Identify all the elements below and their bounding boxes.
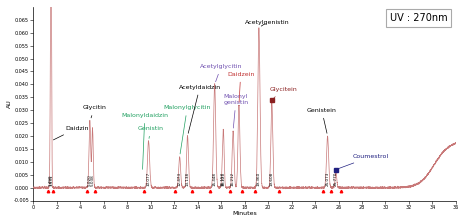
Text: 25.073: 25.073 bbox=[326, 172, 329, 186]
Text: Malonyldaidzin: Malonyldaidzin bbox=[121, 113, 168, 169]
Text: Coumestrol: Coumestrol bbox=[338, 154, 389, 169]
Text: 13.138: 13.138 bbox=[185, 172, 190, 186]
Text: 19.360: 19.360 bbox=[257, 172, 261, 186]
Text: 25.770: 25.770 bbox=[334, 172, 338, 186]
Text: UV : 270nm: UV : 270nm bbox=[390, 13, 447, 23]
Text: 10.077: 10.077 bbox=[146, 172, 151, 186]
Text: Glycitin: Glycitin bbox=[82, 105, 106, 118]
Text: Genistein: Genistein bbox=[307, 108, 337, 133]
Text: Daidzein: Daidzein bbox=[227, 72, 254, 102]
Text: Malonylglycitin: Malonylglycitin bbox=[164, 105, 211, 154]
Text: 5.020: 5.020 bbox=[88, 175, 92, 186]
Text: 16.221: 16.221 bbox=[222, 172, 226, 186]
Text: Acetylgenistin: Acetylgenistin bbox=[245, 20, 289, 26]
Text: 1.531: 1.531 bbox=[49, 175, 53, 186]
Text: 16.153: 16.153 bbox=[221, 172, 225, 186]
Text: 19.608: 19.608 bbox=[270, 172, 274, 186]
Y-axis label: AU: AU bbox=[7, 99, 12, 108]
Text: 1.490: 1.490 bbox=[49, 175, 53, 186]
Text: 16.212: 16.212 bbox=[231, 172, 235, 186]
Text: Glycitein: Glycitein bbox=[269, 87, 297, 98]
Text: 15.448: 15.448 bbox=[212, 172, 217, 186]
Text: 12.473: 12.473 bbox=[178, 172, 182, 186]
X-axis label: Minutes: Minutes bbox=[232, 211, 257, 216]
Text: Acetyldaidzin: Acetyldaidzin bbox=[179, 85, 221, 133]
Text: Acetylglycitin: Acetylglycitin bbox=[200, 64, 242, 82]
Text: Malonyl
genistin: Malonyl genistin bbox=[224, 94, 248, 128]
Text: Genistin: Genistin bbox=[138, 126, 164, 138]
Text: 5.038: 5.038 bbox=[90, 175, 95, 186]
Text: Daidzin: Daidzin bbox=[53, 126, 89, 140]
